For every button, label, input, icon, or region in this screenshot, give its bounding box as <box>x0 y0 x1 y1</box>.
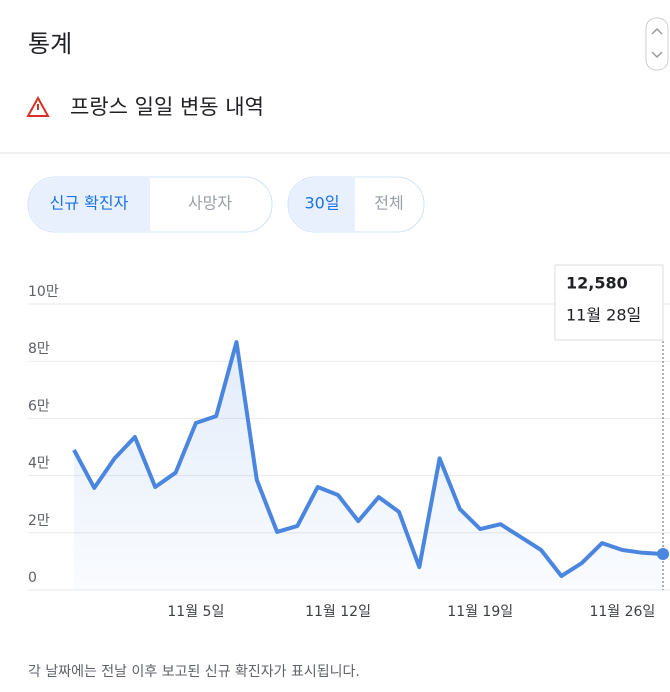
x-tick-label: 11월 5일 <box>167 604 224 620</box>
tooltip <box>554 264 664 341</box>
tab-selected-bg <box>288 178 355 231</box>
y-tick-label: 8만 <box>28 341 50 357</box>
header-title: 통계 <box>28 30 72 58</box>
x-tick-label: 11월 26일 <box>589 604 655 620</box>
footnote: 각 날짜에는 전날 이후 보고된 신규 확진자가 표시됩니다. <box>28 664 360 680</box>
tab[interactable]: 신규 확진자 <box>50 194 129 213</box>
scroll-buttons[interactable] <box>645 17 669 71</box>
tab[interactable]: 사망자 <box>188 194 232 213</box>
hover-point <box>657 548 669 561</box>
plot: 0 2만 4만 6만 8만 10만 11월 5일 11월 12일 11월 19일 11월 26일 1… <box>28 264 670 620</box>
tab[interactable]: 전체 <box>374 194 403 213</box>
line <box>72 340 664 578</box>
tooltip-value: 12,580 <box>566 274 628 293</box>
x-tick-label: 11월 19일 <box>447 604 513 620</box>
subtitle[interactable]: 프랑스 일일 변동 내역 <box>70 95 264 119</box>
warning-icon <box>26 95 50 117</box>
y-tick-label: 0 <box>28 570 37 586</box>
x-tick-label: 11월 12일 <box>305 604 371 620</box>
y-tick-label: 6만 <box>28 398 50 414</box>
y-tick-label: 10만 <box>28 284 59 300</box>
tab[interactable]: 30일 <box>304 194 339 213</box>
tooltip-date: 11월 28일 <box>566 306 641 325</box>
y-tick-label: 4만 <box>28 456 50 472</box>
y-tick-label: 2만 <box>28 513 50 529</box>
area <box>74 342 663 590</box>
tab-selected-bg <box>28 178 150 231</box>
scroll-arrows <box>651 27 663 59</box>
